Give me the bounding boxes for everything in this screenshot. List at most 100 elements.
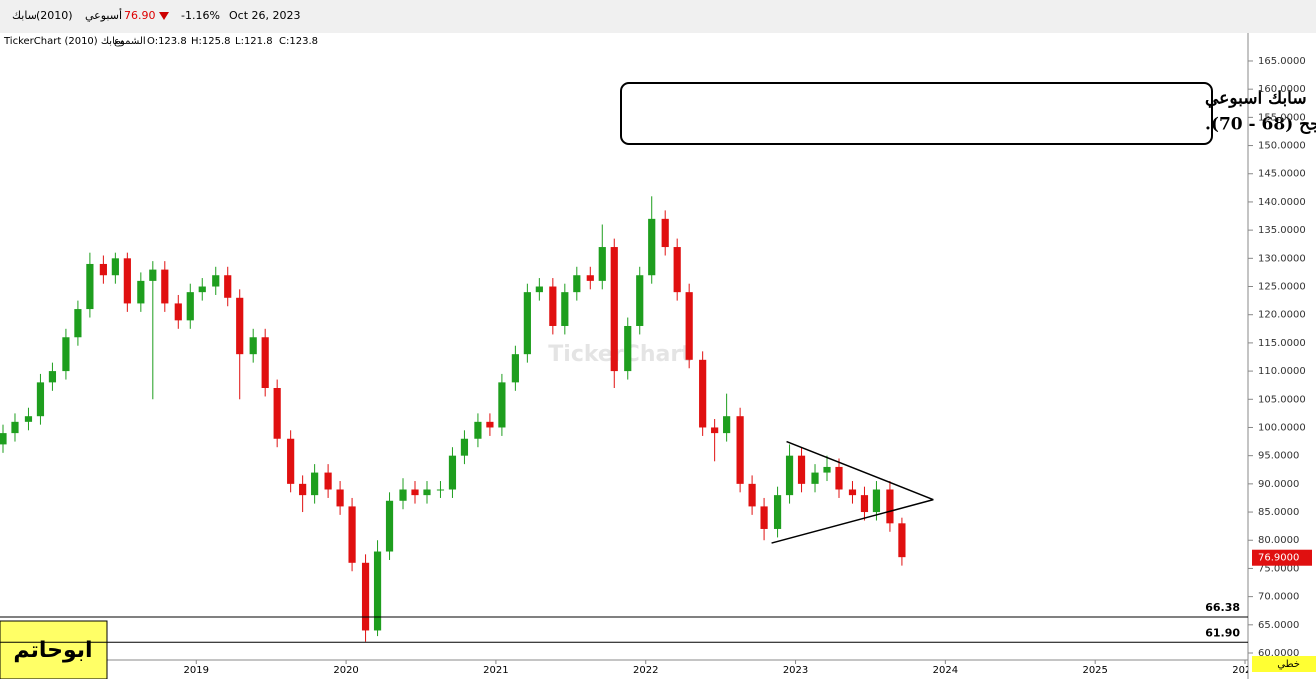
- y-tick-label: 130.0000: [1258, 253, 1306, 264]
- candle-body: [99, 263, 107, 276]
- source: TickerChart سابك (2010): [3, 36, 124, 47]
- chart-style: الشموع: [114, 36, 146, 47]
- x-tick-label: 2026: [1232, 665, 1257, 676]
- candle-body: [586, 275, 594, 281]
- x-tick-label: 2021: [483, 665, 508, 676]
- candle-body: [673, 247, 681, 293]
- y-tick-label: 95.0000: [1258, 451, 1299, 462]
- candle-body: [610, 247, 618, 372]
- candle-body: [373, 551, 382, 631]
- y-tick-label: 160.0000: [1258, 84, 1306, 95]
- y-tick-label: 85.0000: [1258, 507, 1299, 518]
- candle-body: [573, 275, 581, 293]
- x-tick-label: 2020: [333, 665, 358, 676]
- y-tick-label: 115.0000: [1258, 338, 1306, 349]
- candle-body: [460, 438, 469, 456]
- candle-body: [137, 280, 145, 304]
- candle-body: [36, 382, 45, 417]
- candle-body: [661, 218, 669, 248]
- candle-body: [797, 455, 806, 484]
- candle-body: [773, 495, 782, 529]
- ohlc-high: H:125.8: [191, 36, 231, 47]
- candle-body: [448, 455, 457, 490]
- candle-body: [785, 455, 794, 496]
- ohlc-low: L:121.8: [235, 36, 273, 47]
- candle-body: [886, 489, 894, 524]
- candle-body: [561, 292, 569, 326]
- candle-body: [11, 421, 19, 434]
- candle-body: [111, 258, 119, 276]
- candle-body: [636, 275, 644, 326]
- candle-body: [123, 258, 131, 304]
- plot-area: [0, 196, 934, 642]
- candle-body: [236, 297, 244, 355]
- annotation-line: سابك اسبوعي: [1205, 89, 1307, 109]
- y-tick-label: 120.0000: [1258, 310, 1306, 321]
- candle-body: [760, 506, 768, 529]
- candle-body: [62, 337, 70, 372]
- annotation-box: [620, 82, 1213, 145]
- candle-body: [823, 466, 831, 473]
- candle-body: [648, 218, 656, 276]
- candle-body: [161, 269, 169, 304]
- candle-body: [74, 309, 82, 338]
- x-tick-label: 2022: [633, 665, 658, 676]
- author-box: [0, 620, 108, 680]
- candle-body: [711, 427, 719, 434]
- candle-body: [436, 489, 445, 491]
- y-tick-label: 110.0000: [1258, 366, 1306, 377]
- code: (2010): [36, 9, 73, 22]
- candle-body: [498, 382, 506, 428]
- candle-body: [898, 523, 906, 558]
- y-tick-label: 80.0000: [1258, 535, 1299, 546]
- candle-body: [872, 489, 881, 513]
- x-tick-label: 2025: [1082, 665, 1107, 676]
- candle-body: [86, 263, 94, 310]
- candle-body: [748, 483, 756, 507]
- last-price-box: [1252, 549, 1312, 566]
- candle-body: [511, 354, 519, 383]
- candle-body: [186, 292, 194, 321]
- y-tick-label: 70.0000: [1258, 592, 1299, 603]
- candle-body: [699, 359, 707, 428]
- candle-body: [273, 388, 281, 439]
- candle-body: [486, 421, 494, 428]
- candle-body: [48, 371, 57, 383]
- symbol: سابك: [12, 9, 37, 22]
- candle-body: [224, 275, 232, 298]
- candle-body: [361, 562, 370, 631]
- candle-body: [411, 489, 419, 496]
- x-tick-label: 2023: [783, 665, 808, 676]
- candle-body: [549, 286, 557, 326]
- x-axis: 2019 2020 2021 2022 2023 2024 2025 2026: [184, 660, 1257, 676]
- down-arrow: [159, 12, 169, 20]
- ohlc-close: C:123.8: [279, 36, 318, 47]
- y-tick-label: 155.0000: [1258, 112, 1306, 123]
- y-tick-label: 65.0000: [1258, 620, 1299, 631]
- mode-box: [1252, 656, 1316, 672]
- x-tick-label: 2024: [933, 665, 958, 676]
- candle-body: [474, 421, 482, 439]
- candle-body: [523, 292, 531, 355]
- candle-body: [423, 489, 431, 496]
- candle-body: [860, 495, 869, 513]
- candle-body: [24, 416, 33, 422]
- candle-body: [299, 483, 307, 496]
- trendline: [786, 440, 934, 501]
- level-label: 66.38: [1205, 601, 1240, 614]
- candle-body: [149, 269, 157, 281]
- candle-body: [835, 466, 843, 490]
- date: Oct 26, 2023: [229, 9, 301, 22]
- candle-body: [535, 286, 543, 293]
- y-tick-label: 105.0000: [1258, 394, 1306, 405]
- y-tick-label: 150.0000: [1258, 141, 1306, 152]
- candle-body: [287, 438, 295, 484]
- candle-body: [311, 472, 319, 496]
- period: أسبوعي: [85, 8, 122, 22]
- y-tick-label: 135.0000: [1258, 225, 1306, 236]
- candle-body: [811, 472, 819, 484]
- candle-body: [848, 489, 857, 496]
- candle-body: [212, 275, 220, 287]
- candle-body: [324, 472, 332, 490]
